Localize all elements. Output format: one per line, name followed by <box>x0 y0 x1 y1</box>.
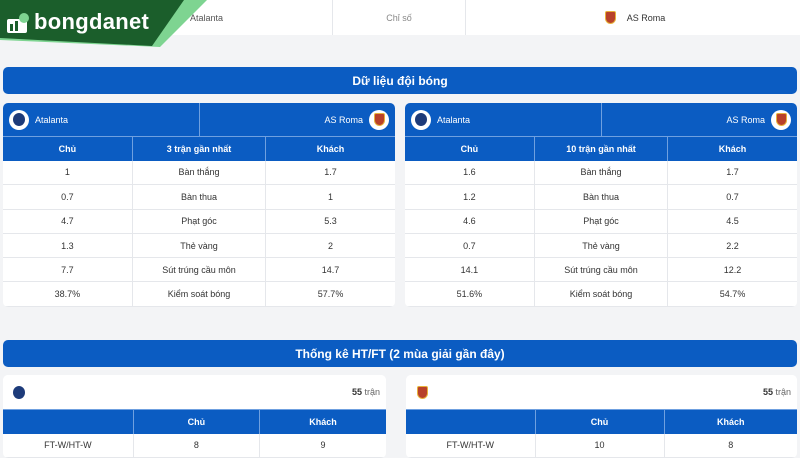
table-cell: 1.7 <box>667 160 797 186</box>
table-row: 0.7 Thẻ vàng 2.2 <box>405 233 797 259</box>
table-cell: FT-W/HT-W <box>3 433 134 458</box>
table-cell: Kiểm soát bóng <box>534 281 669 307</box>
table-row: 38.7% Kiểm soát bóng 57.7% <box>3 281 395 307</box>
column-header: Chủ <box>535 409 665 434</box>
column-header: Khách <box>664 409 797 434</box>
column-header: 10 trận gần nhất <box>534 136 669 161</box>
table-row: 7.7 Sút trúng cầu môn 14.7 <box>3 257 395 283</box>
table-row: 4.6 Phạt góc 4.5 <box>405 209 797 234</box>
column-header: Khách <box>259 409 386 434</box>
table-cell: Phạt góc <box>534 209 669 234</box>
table-cell: FT-W/HT-W <box>406 433 536 458</box>
team-data-panel-recent-10: Atalanta AS Roma Chủ 10 trận gần nhất Khác… <box>405 103 797 307</box>
table-cell: 0.7 <box>667 184 797 210</box>
table-cell: 8 <box>133 433 261 458</box>
atalanta-badge-icon <box>411 109 431 130</box>
table-cell: 54.7% <box>667 281 797 307</box>
table-cell: Thẻ vàng <box>132 233 267 259</box>
table-row: FT-W/HT-W 10 8 <box>406 433 797 458</box>
table-cell: 1.3 <box>3 233 133 259</box>
table-cell: Sút trúng cầu môn <box>132 257 267 283</box>
table-cell: 7.7 <box>3 257 133 283</box>
table-cell: 1.6 <box>405 160 535 186</box>
table-cell: 1.2 <box>405 184 535 210</box>
roma-badge-icon <box>412 382 432 402</box>
column-header: Khách <box>265 136 395 161</box>
table-row: 1.2 Bàn thua 0.7 <box>405 184 797 210</box>
htft-table: Chủ Khách FT-W/HT-W 10 8 <box>406 409 797 458</box>
table-cell: 2.2 <box>667 233 797 259</box>
table-cell: 14.7 <box>265 257 395 283</box>
table-cell: 57.7% <box>265 281 395 307</box>
table-cell: Kiểm soát bóng <box>132 281 267 307</box>
column-header <box>406 409 536 434</box>
table-cell: 1 <box>265 184 395 210</box>
table-cell: 5.3 <box>265 209 395 234</box>
topbar-away[interactable]: AS Roma <box>466 0 800 35</box>
table-cell: Thẻ vàng <box>534 233 669 259</box>
table-cell: Bàn thắng <box>534 160 669 186</box>
column-header: Chủ <box>133 409 261 434</box>
table-cell: 10 <box>535 433 665 458</box>
column-header: 3 trận gần nhất <box>132 136 267 161</box>
table-cell: Phạt góc <box>132 209 267 234</box>
table-row: 14.1 Sút trúng cầu môn 12.2 <box>405 257 797 283</box>
topbar-middle: Chỉ số <box>333 0 466 35</box>
table-row: 1.6 Bàn thắng 1.7 <box>405 160 797 186</box>
table-cell: Sút trúng cầu môn <box>534 257 669 283</box>
table-cell: Bàn thua <box>534 184 669 210</box>
team-data-header: Dữ liệu đội bóng <box>3 67 797 94</box>
table-cell: 38.7% <box>3 281 133 307</box>
bongdanet-logo[interactable]: bongdanet <box>0 0 207 47</box>
table-row: 0.7 Bàn thua 1 <box>3 184 395 210</box>
roma-badge-icon <box>600 7 621 28</box>
table-row: 4.7 Phạt góc 5.3 <box>3 209 395 234</box>
column-header: Khách <box>667 136 797 161</box>
table-cell: 4.5 <box>667 209 797 234</box>
column-header: Chủ <box>3 136 133 161</box>
table-cell: 9 <box>259 433 386 458</box>
table-cell: 14.1 <box>405 257 535 283</box>
team-data-panel-recent-3: Atalanta AS Roma Chủ 3 trận gần nhất Khách… <box>3 103 395 307</box>
table-cell: 12.2 <box>667 257 797 283</box>
table-row: 1.3 Thẻ vàng 2 <box>3 233 395 259</box>
htft-panel-away: 55 trận Chủ Khách FT-W/HT-W 10 8 <box>406 375 797 458</box>
htft-table: Chủ Khách FT-W/HT-W 8 9 <box>3 409 386 458</box>
stats-table: Chủ 3 trận gần nhất Khách 1 Bàn thắng 1.7 0.7 B… <box>3 136 395 307</box>
table-cell: 0.7 <box>3 184 133 210</box>
column-header <box>3 409 134 434</box>
htft-panel-home: 55 trận Chủ Khách FT-W/HT-W 8 9 <box>3 375 386 458</box>
table-cell: 2 <box>265 233 395 259</box>
table-cell: 51.6% <box>405 281 535 307</box>
column-header: Chủ <box>405 136 535 161</box>
logo-background <box>0 0 207 47</box>
roma-badge-icon <box>771 109 791 130</box>
stats-table: Chủ 10 trận gần nhất Khách 1.6 Bàn thắng 1.7 1… <box>405 136 797 307</box>
table-row: 1 Bàn thắng 1.7 <box>3 160 395 186</box>
atalanta-badge-icon <box>9 109 29 130</box>
atalanta-badge-icon <box>9 382 29 402</box>
table-row: FT-W/HT-W 8 9 <box>3 433 386 458</box>
table-cell: 4.7 <box>3 209 133 234</box>
table-row: 51.6% Kiểm soát bóng 54.7% <box>405 281 797 307</box>
table-cell: 4.6 <box>405 209 535 234</box>
htft-header: Thống kê HT/FT (2 mùa giải gần đây) <box>3 340 797 367</box>
roma-badge-icon <box>369 109 389 130</box>
table-cell: 0.7 <box>405 233 535 259</box>
table-cell: 8 <box>664 433 797 458</box>
table-cell: Bàn thắng <box>132 160 267 186</box>
table-cell: Bàn thua <box>132 184 267 210</box>
table-cell: 1.7 <box>265 160 395 186</box>
table-cell: 1 <box>3 160 133 186</box>
logo-chart-icon <box>7 13 29 33</box>
